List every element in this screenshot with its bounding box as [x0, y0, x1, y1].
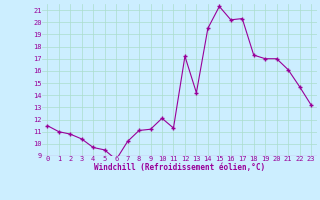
- X-axis label: Windchill (Refroidissement éolien,°C): Windchill (Refroidissement éolien,°C): [94, 163, 265, 172]
